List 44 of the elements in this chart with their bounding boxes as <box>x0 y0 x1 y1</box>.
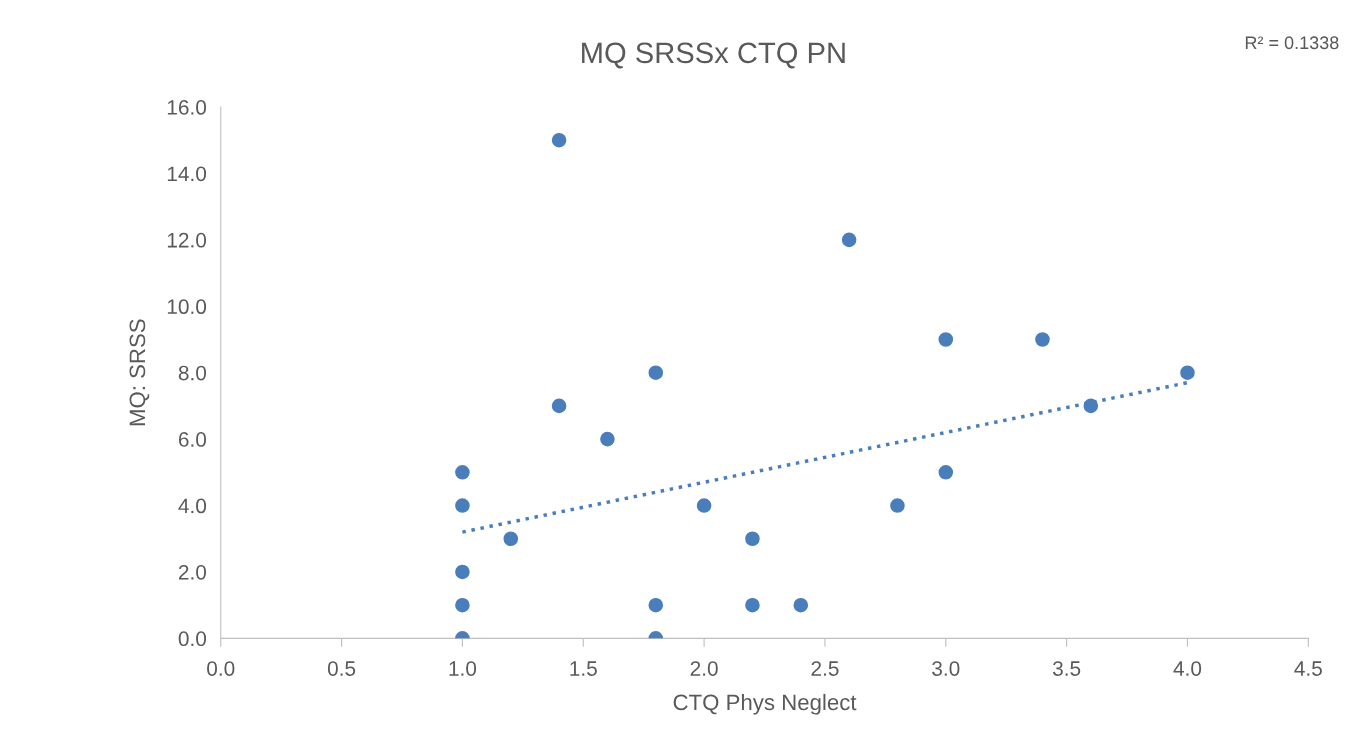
text: R² = 0.1338 <box>1245 36 1339 50</box>
point <box>938 332 954 347</box>
x-tick-label: 4.5 <box>1294 661 1322 676</box>
y-tick-label: 2.0 <box>178 564 207 580</box>
point <box>938 465 954 480</box>
point <box>745 531 760 547</box>
y-tick-label: 6.0 <box>178 432 207 447</box>
y-tick-label: 14.0 <box>167 166 207 182</box>
y-tick-label: 0.0 <box>178 631 207 647</box>
x-tick-label: 2.5 <box>811 661 839 676</box>
point <box>745 597 760 613</box>
point <box>696 498 712 513</box>
x-tick-label: 2.0 <box>690 661 718 676</box>
y-tick-label: 12.0 <box>167 232 207 248</box>
point <box>890 498 905 513</box>
y-tick-label: 8.0 <box>178 365 207 381</box>
x-tick-label: 0.0 <box>207 661 235 676</box>
x-tick-label: 0.5 <box>327 661 356 676</box>
x-tick-label: 4.0 <box>1173 661 1202 676</box>
y-tick-label: 4.0 <box>178 498 207 514</box>
chart-title: MQ SRSSx CTQ PN <box>582 42 845 69</box>
x-axis-title: CTQ Phys Neglect <box>673 693 857 715</box>
y-tick-label: 10.0 <box>167 299 207 315</box>
point <box>793 597 809 613</box>
point <box>455 597 470 613</box>
point <box>455 498 470 513</box>
point <box>551 132 567 148</box>
point <box>1083 398 1099 414</box>
x-tick-label: 3.5 <box>1052 661 1081 676</box>
point <box>1180 365 1195 380</box>
x-tick-label: 1.0 <box>449 661 477 676</box>
point <box>503 531 519 547</box>
x-tick-label: 3.0 <box>932 661 960 676</box>
point <box>455 564 470 580</box>
point <box>551 398 567 414</box>
x-tick-label: 1.5 <box>570 661 597 676</box>
y-axis-title: MQ: SRSS <box>129 319 150 426</box>
point <box>648 365 664 380</box>
point <box>648 597 664 613</box>
y-tick-label: 16.0 <box>167 100 207 115</box>
point <box>600 431 615 447</box>
point <box>1035 332 1050 347</box>
point <box>455 465 470 480</box>
point <box>841 232 857 248</box>
